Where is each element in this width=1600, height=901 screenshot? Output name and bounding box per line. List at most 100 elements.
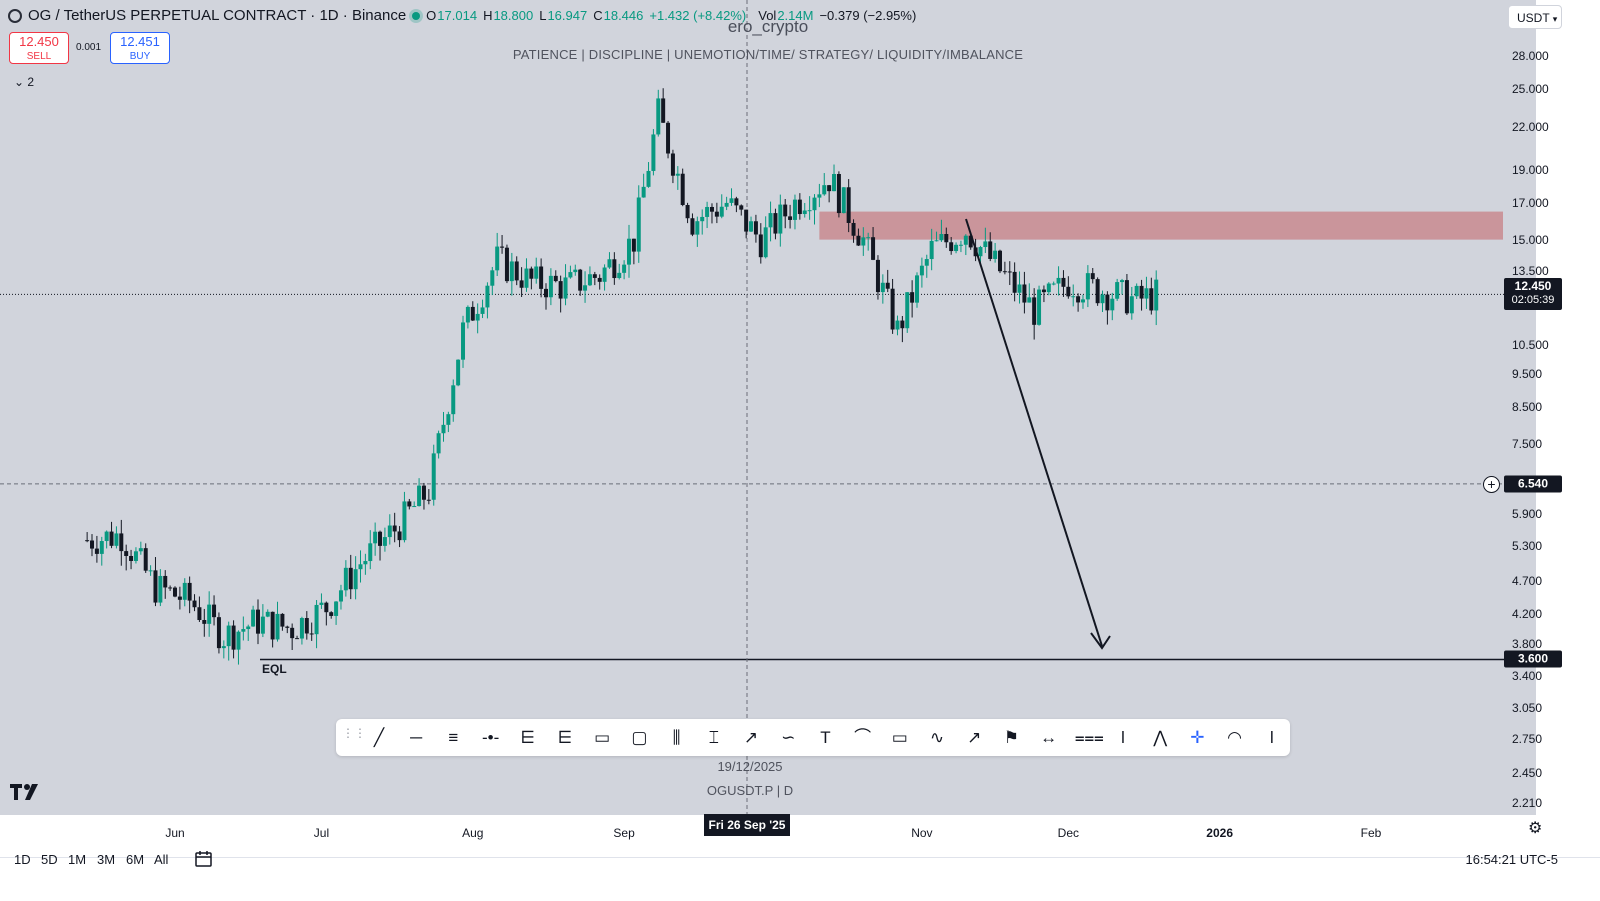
arc-icon[interactable]: ◠ (1227, 728, 1243, 747)
countdown: 02:05:39 (1511, 294, 1555, 307)
candle-body (744, 209, 749, 232)
symbol-title[interactable]: OG / TetherUS PERPETUAL CONTRACT · 1D · … (28, 7, 407, 24)
current-price: 12.450 (1514, 279, 1552, 294)
chart-area[interactable] (0, 0, 1536, 815)
long-position-icon[interactable]: ⫼ (672, 728, 681, 747)
candle-body (812, 197, 817, 211)
candle-body (1154, 279, 1159, 311)
candle-body (280, 613, 285, 627)
time-tick: Aug (462, 826, 484, 840)
candle-body (133, 551, 138, 561)
watermark: ero_crypto (727, 17, 809, 36)
pitchfork-icon[interactable]: ⩶ (1074, 728, 1104, 747)
price-range-icon[interactable]: ⌶ (708, 728, 719, 747)
candle-body (251, 609, 256, 627)
candle-body (822, 185, 827, 195)
candle-body (548, 275, 553, 298)
text-icon[interactable]: T (820, 728, 831, 747)
candle-body (202, 620, 207, 624)
candle-body (988, 241, 993, 259)
candle-body (592, 274, 597, 278)
candle-body (866, 237, 871, 239)
projection-icon[interactable]: ⋀ (1153, 728, 1168, 747)
fib-extension-icon[interactable]: ⋿ (557, 728, 573, 747)
timeframe-button[interactable]: 1D (14, 852, 31, 867)
drag-handle-icon[interactable]: ⋮⋮ (342, 726, 366, 740)
sell-button[interactable]: 12.450 SELL (9, 32, 69, 64)
price-chart[interactable] (0, 0, 1536, 815)
timeframe-button[interactable]: 3M (97, 852, 116, 867)
candle-body (993, 250, 998, 259)
horizontal-line-icon[interactable]: -•- (481, 728, 500, 747)
arrow-marker-icon[interactable]: ↗ (967, 728, 982, 747)
horizontal-ray-icon[interactable]: ─ (410, 728, 423, 747)
candle-body (485, 285, 490, 308)
candle-body (807, 210, 812, 212)
candle-body (568, 272, 573, 278)
time-tick: Feb (1360, 826, 1382, 840)
projection-arrow-line (965, 218, 1103, 647)
candle-body (85, 540, 90, 542)
vertical-line-icon[interactable]: ǀ (1269, 728, 1274, 747)
clock[interactable]: 16:54:21 UTC-5 (1465, 852, 1559, 867)
candle-body (949, 242, 954, 252)
bars-pattern-icon[interactable]: ǀ (1120, 728, 1126, 747)
candle-body (412, 506, 417, 508)
candle-body (724, 202, 729, 207)
note-date: 19/12/2025 (717, 759, 783, 774)
tradingview-logo-icon[interactable] (10, 782, 42, 806)
candle-body (114, 533, 119, 546)
candle-body (431, 453, 436, 500)
candle-body (856, 235, 861, 246)
timeframe-button[interactable]: 5D (41, 852, 58, 867)
crosshair-icon[interactable]: ✛ (1190, 728, 1205, 747)
flag-icon[interactable]: ⚑ (1003, 728, 1020, 747)
comment-icon[interactable]: ▭ (891, 728, 908, 747)
calendar-icon[interactable] (194, 850, 214, 873)
curve-icon[interactable]: ⌒ (854, 728, 872, 747)
brush-icon[interactable]: ∽ (781, 728, 796, 747)
candle-body (290, 627, 295, 639)
candle-body (197, 607, 202, 621)
candle-body (695, 221, 700, 235)
candle-body (734, 198, 739, 206)
callout-icon[interactable]: ▭ (594, 728, 611, 747)
candle-body (578, 269, 583, 291)
candle-body (963, 235, 968, 245)
buy-button[interactable]: 12.451 BUY (110, 32, 170, 64)
trend-line-icon[interactable]: ╱ (373, 728, 385, 747)
price-tick: 28.000 (1512, 49, 1549, 63)
timeframe-button[interactable]: All (154, 852, 169, 867)
candle-body (978, 247, 983, 257)
rectangle-icon[interactable]: ▢ (631, 728, 648, 747)
low-value: 16.947 (547, 8, 588, 23)
indicators-toggle[interactable]: ⌄ 2 (14, 75, 34, 89)
candle-body (1027, 297, 1032, 303)
gear-icon[interactable]: ⚙ (1528, 820, 1543, 837)
candle-body (1139, 285, 1144, 299)
candle-body (373, 531, 378, 544)
parallel-channel-icon[interactable]: ≡ (448, 728, 459, 747)
candle-body (739, 205, 744, 210)
timeframe-button[interactable]: 6M (126, 852, 145, 867)
arrow-icon[interactable]: ↗ (743, 728, 759, 747)
spread-value: 0.001 (76, 42, 102, 53)
path-icon[interactable]: ∿ (929, 728, 945, 747)
candle-body (641, 186, 646, 198)
candle-body (348, 567, 353, 590)
candle-body (1115, 282, 1120, 299)
add-alert-icon[interactable]: + (1483, 475, 1500, 493)
candle-body (1100, 294, 1105, 304)
price-tick: 2.750 (1512, 731, 1543, 746)
price-axis[interactable] (1536, 0, 1600, 815)
price-tick: 7.500 (1512, 436, 1543, 451)
candle-body (924, 259, 929, 266)
fib-retracement-icon[interactable]: ⋿ (520, 728, 536, 747)
date-range-icon[interactable]: ↔ (1040, 728, 1058, 747)
currency-select[interactable]: USDT ▾ (1508, 5, 1562, 29)
timeframe-button[interactable]: 1M (68, 852, 87, 867)
candle-body (670, 153, 675, 176)
time-axis[interactable] (0, 815, 1600, 843)
candle-body (685, 204, 690, 219)
candle-body (504, 247, 509, 282)
